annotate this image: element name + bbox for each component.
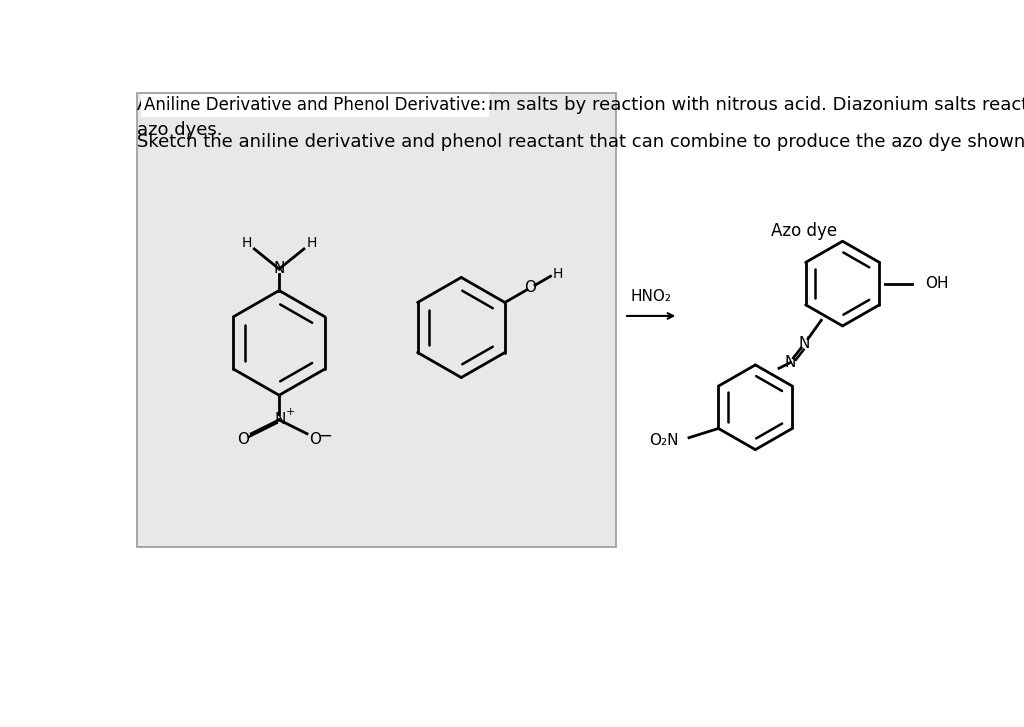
Text: O: O — [238, 433, 250, 447]
Text: O: O — [309, 433, 321, 447]
Text: +: + — [286, 407, 295, 417]
Text: OH: OH — [926, 276, 949, 291]
Text: N: N — [275, 412, 287, 427]
Text: H: H — [553, 268, 563, 281]
Text: Sketch the aniline derivative and phenol reactant that can combine to produce th: Sketch the aniline derivative and phenol… — [137, 134, 1024, 151]
Text: O: O — [524, 281, 537, 295]
Text: O₂N: O₂N — [648, 433, 678, 449]
Text: HNO₂: HNO₂ — [631, 289, 672, 304]
Text: Aniline Derivative and Phenol Derivative:: Aniline Derivative and Phenol Derivative… — [143, 97, 485, 114]
Text: H: H — [306, 236, 316, 250]
Text: −: − — [318, 426, 333, 444]
Text: N: N — [784, 355, 796, 370]
Text: N: N — [273, 262, 285, 276]
Text: H: H — [242, 236, 252, 250]
Text: N: N — [799, 336, 810, 351]
Bar — [137, 92, 616, 547]
Text: Azo dye: Azo dye — [771, 222, 838, 241]
Text: Anilines can be converted into diazonium salts by reaction with nitrous acid. Di: Anilines can be converted into diazonium… — [137, 97, 1024, 140]
